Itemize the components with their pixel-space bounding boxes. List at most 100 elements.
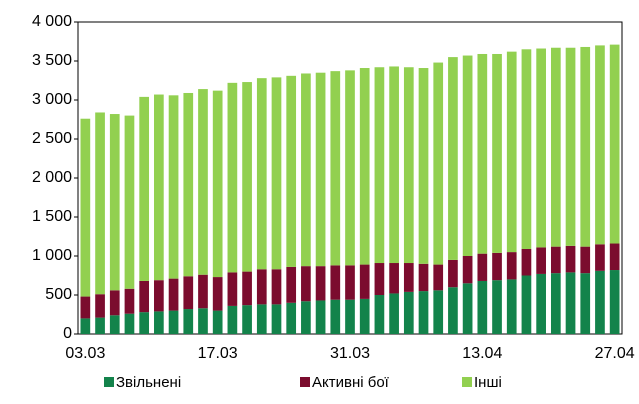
bar-segment [256,304,267,334]
bar-segment [271,269,282,305]
bar-segment [315,72,326,267]
bar-segment [403,263,414,292]
bar-segment [359,264,370,299]
bar-segment [168,95,179,279]
bar-segment [124,288,135,314]
bar-segment [448,259,458,288]
bar-segment [492,252,502,281]
bar-segment [330,299,341,334]
y-tick-label: 2 000 [32,169,72,186]
bar-segment [609,243,620,271]
legend-label: Інші [474,374,502,391]
bar-segment [477,53,488,254]
bar-segment [271,77,282,270]
y-tick-label: 4 000 [32,13,72,30]
bar-segment [374,295,385,334]
bar-segment [183,92,194,277]
bar-segment [345,265,355,300]
bar-segment [212,90,223,278]
bar-segment [565,245,576,273]
bar-segment [183,309,194,334]
y-tick-label: 0 [63,325,72,342]
bar-segment [565,272,576,334]
bar-segment [227,305,238,334]
x-tick-label: 27.04 [595,345,635,362]
bar-segment [521,49,532,249]
bar-segment [301,301,311,334]
bar-segment [462,256,473,284]
x-tick-label: 13.04 [462,345,502,362]
legend-label: Звільнені [116,374,181,391]
bar-segment [521,248,532,276]
bar-segment [565,47,576,246]
bar-segment [139,312,150,334]
bar-segment [168,310,179,334]
bar-segment [580,273,591,334]
bar-segment [536,273,546,334]
bar-segment [286,75,297,267]
y-tick-label: 500 [45,286,72,303]
bar-segment [95,294,105,318]
bar-segment [536,48,546,248]
bar-segment [595,244,605,271]
x-tick-label: 17.03 [198,345,238,362]
bar-segment [448,287,458,334]
bar-segment [330,71,341,266]
bar-segment [80,296,91,319]
bar-segment [256,269,267,305]
bar-segment [433,264,444,291]
bar-segment [462,55,473,256]
bar-segment [286,302,297,334]
bar-segment [154,311,164,334]
bar-segment [168,278,179,311]
bar-segment [286,266,297,303]
bar-segment [448,57,458,260]
bar-segment [109,315,120,334]
bar-segment [550,47,561,247]
legend-swatch [300,377,310,387]
bar-segment [301,73,311,267]
bar-segment [403,291,414,334]
bar-segment [227,272,238,306]
bar-segment [580,246,591,274]
bar-segment [595,45,605,245]
bar-segment [80,318,91,334]
bar-segment [609,270,620,334]
bar-segment [418,291,429,334]
bar-segment [242,305,252,334]
bar-segment [109,114,120,291]
legend-swatch [104,377,114,387]
bar-segment [198,308,208,334]
bar-segment [256,78,267,270]
bar-segment [389,293,399,334]
bar-segment [418,263,429,292]
bar-segment [242,82,252,272]
bar-segment [212,277,223,311]
bar-segment [139,96,150,281]
legend: Звільнені Активні бої Інші [104,374,502,391]
bar-segment [198,274,208,309]
bar-segment [492,53,502,253]
x-tick-label: 03.03 [65,345,105,362]
bar-segment [359,298,370,334]
bar-segment [301,266,311,302]
y-tick-label: 3 500 [32,52,72,69]
bar-segment [198,89,208,275]
y-tick-label: 1 000 [32,247,72,264]
bar-segment [95,317,105,334]
bar-segment [374,263,385,295]
y-tick-label: 2 500 [32,130,72,147]
bar-segment [521,275,532,334]
bar-segment [154,94,164,281]
bar-segment [389,66,399,264]
legend-swatch [462,377,472,387]
bar-segment [536,247,546,274]
bar-segment [609,44,620,244]
y-tick-label: 3 000 [32,91,72,108]
bar-segment [433,62,444,265]
bar-segment [477,280,488,334]
bar-segment [580,46,591,247]
bar-segment [389,263,399,294]
bar-segment [506,279,517,334]
bar-segment [227,82,238,273]
